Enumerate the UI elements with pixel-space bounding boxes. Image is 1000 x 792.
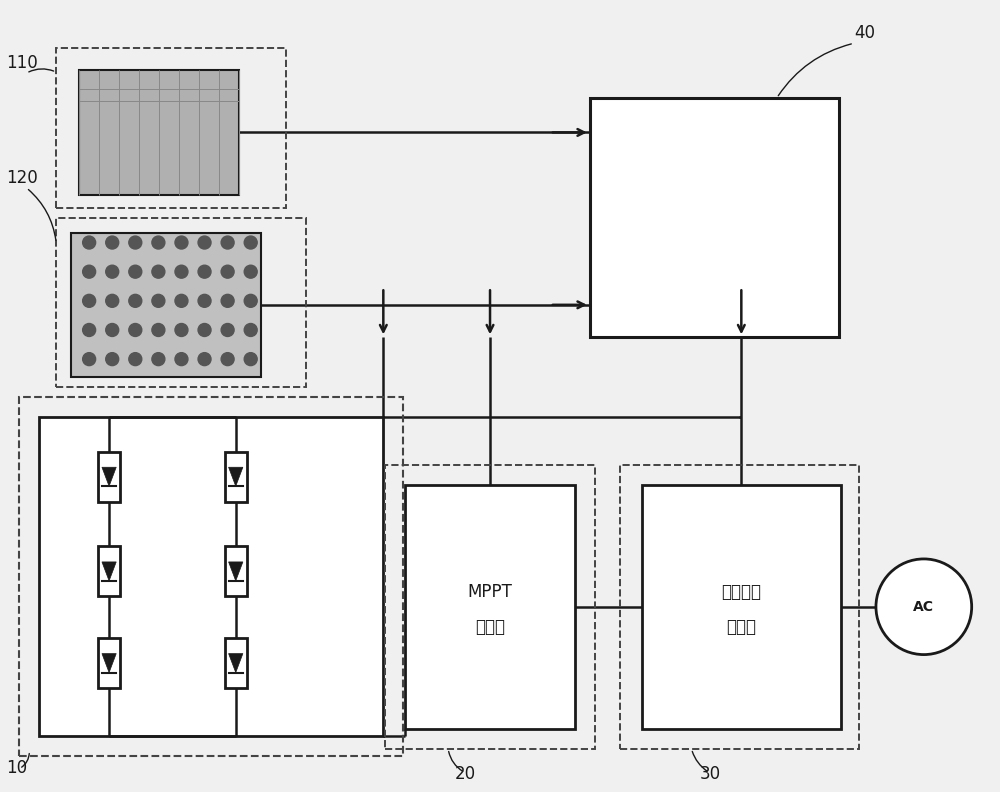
- Text: 40: 40: [854, 25, 875, 42]
- Polygon shape: [229, 467, 243, 486]
- Text: 10: 10: [6, 759, 28, 777]
- Circle shape: [129, 352, 142, 366]
- Text: AC: AC: [913, 600, 934, 614]
- Circle shape: [221, 323, 234, 337]
- Bar: [71, 233, 261, 377]
- Bar: [19, 397, 403, 756]
- Circle shape: [83, 295, 96, 307]
- Circle shape: [152, 236, 165, 249]
- Bar: [620, 465, 859, 748]
- Circle shape: [83, 352, 96, 366]
- Text: 20: 20: [455, 764, 476, 782]
- Bar: [225, 451, 247, 501]
- Text: 110: 110: [6, 54, 38, 72]
- Circle shape: [175, 295, 188, 307]
- Circle shape: [106, 265, 119, 278]
- Bar: [56, 218, 306, 387]
- Circle shape: [198, 236, 211, 249]
- Circle shape: [244, 352, 257, 366]
- Circle shape: [221, 236, 234, 249]
- Circle shape: [83, 323, 96, 337]
- Circle shape: [106, 323, 119, 337]
- Circle shape: [83, 265, 96, 278]
- Circle shape: [129, 323, 142, 337]
- Bar: [79, 70, 239, 195]
- Circle shape: [221, 295, 234, 307]
- Circle shape: [221, 352, 234, 366]
- Text: 30: 30: [699, 764, 721, 782]
- Text: 光伏并网: 光伏并网: [721, 583, 761, 601]
- Circle shape: [152, 323, 165, 337]
- Circle shape: [129, 236, 142, 249]
- Bar: [56, 48, 286, 208]
- Bar: [98, 638, 120, 688]
- Bar: [98, 451, 120, 501]
- Circle shape: [129, 295, 142, 307]
- Polygon shape: [229, 653, 243, 672]
- Bar: [385, 465, 595, 748]
- Circle shape: [175, 265, 188, 278]
- Circle shape: [244, 323, 257, 337]
- Circle shape: [198, 295, 211, 307]
- Circle shape: [175, 323, 188, 337]
- Polygon shape: [102, 653, 116, 672]
- Polygon shape: [102, 562, 116, 581]
- Circle shape: [198, 265, 211, 278]
- Circle shape: [244, 236, 257, 249]
- Circle shape: [244, 265, 257, 278]
- Text: MPPT: MPPT: [468, 583, 512, 601]
- Circle shape: [221, 265, 234, 278]
- Circle shape: [198, 323, 211, 337]
- Circle shape: [152, 352, 165, 366]
- Bar: [225, 638, 247, 688]
- Circle shape: [198, 352, 211, 366]
- Polygon shape: [229, 562, 243, 581]
- Text: 120: 120: [6, 169, 38, 187]
- Bar: [590, 98, 839, 337]
- Polygon shape: [102, 467, 116, 486]
- Text: 控制器: 控制器: [475, 618, 505, 636]
- Circle shape: [106, 236, 119, 249]
- Text: 逆变器: 逆变器: [726, 618, 756, 636]
- Circle shape: [876, 559, 972, 655]
- Bar: [225, 546, 247, 596]
- Circle shape: [175, 352, 188, 366]
- Circle shape: [129, 265, 142, 278]
- Bar: [405, 485, 575, 729]
- Circle shape: [244, 295, 257, 307]
- Circle shape: [106, 352, 119, 366]
- Circle shape: [152, 265, 165, 278]
- Bar: [98, 546, 120, 596]
- Circle shape: [152, 295, 165, 307]
- Circle shape: [83, 236, 96, 249]
- Bar: [642, 485, 841, 729]
- Circle shape: [175, 236, 188, 249]
- Bar: [39, 417, 383, 736]
- Circle shape: [106, 295, 119, 307]
